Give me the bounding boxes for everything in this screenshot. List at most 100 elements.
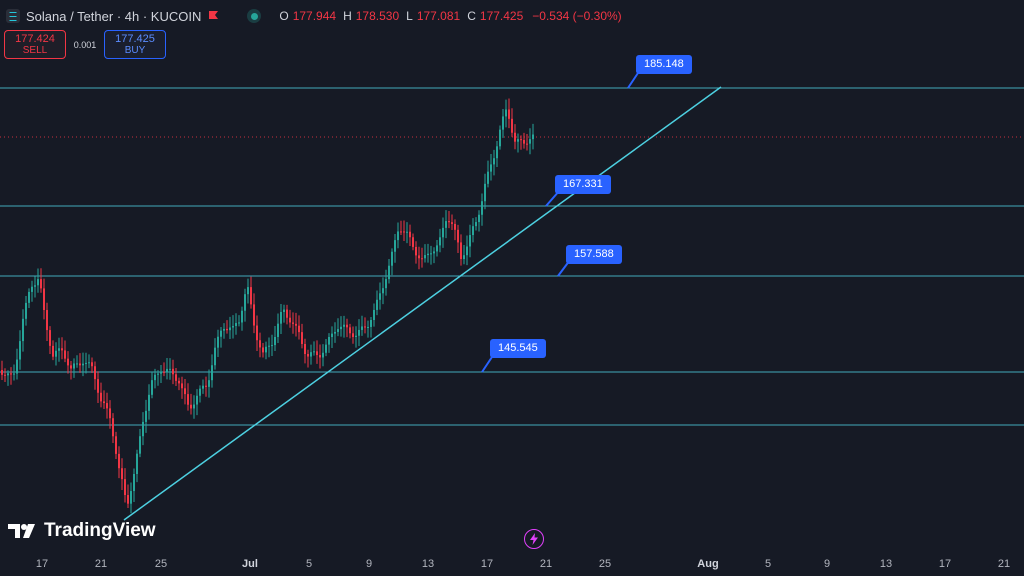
candle-body [523, 140, 525, 144]
candle-body [289, 317, 291, 323]
candle-body [385, 279, 387, 289]
candle-body [73, 363, 75, 369]
candle-body [232, 326, 234, 328]
candle-body [262, 347, 264, 353]
price-label-145[interactable]: 145.545 [490, 339, 546, 358]
candle-body [400, 231, 402, 233]
x-axis-label: 13 [421, 558, 435, 570]
candle-body [421, 258, 423, 260]
candle-body [244, 294, 246, 311]
candle-body [454, 223, 456, 230]
candle-body [286, 309, 288, 318]
sell-button[interactable]: 177.424 SELL [4, 30, 66, 59]
candle-body [112, 418, 114, 437]
candle-body [328, 337, 330, 345]
candle-body [304, 343, 306, 354]
trend-line [123, 86, 722, 521]
candle-body [406, 231, 408, 233]
candle-body [493, 158, 495, 165]
candle-body [436, 245, 438, 252]
candle-body [52, 345, 54, 357]
ohlc-readout: O 177.944 H 178.530 L 177.081 C 177.425 [279, 9, 524, 23]
candle-body [361, 326, 363, 330]
candle-body [160, 371, 162, 374]
candle-body [292, 322, 294, 324]
candle-body [16, 359, 18, 374]
high-value: 178.530 [355, 9, 400, 23]
candle-body [4, 374, 6, 376]
candle-body [28, 291, 30, 303]
candle-body [442, 227, 444, 238]
candle-body [13, 373, 15, 375]
candle-body [226, 328, 228, 331]
candle-body [283, 309, 285, 313]
x-axis-label: 9 [365, 558, 373, 570]
candle-body [97, 379, 99, 393]
candle-body [220, 330, 222, 337]
candle-body [271, 345, 273, 347]
candle-body [193, 404, 195, 409]
candle-body [139, 436, 141, 454]
candle-body [439, 237, 441, 246]
x-axis-label: 21 [94, 558, 108, 570]
candle-body [382, 288, 384, 294]
open-value: 177.944 [292, 9, 337, 23]
candle-body [430, 253, 432, 255]
symbol-title[interactable]: Solana / Tether · 4h · KUCOIN [26, 8, 202, 24]
candle-body [94, 366, 96, 380]
candle-body [7, 373, 9, 376]
tradingview-logo[interactable]: TradingView [8, 520, 156, 542]
candle-body [79, 363, 81, 366]
candle-body [100, 392, 102, 402]
price-label-185[interactable]: 185.148 [636, 55, 692, 74]
candle-body [25, 302, 27, 319]
candle-body [103, 401, 105, 404]
price-label-167[interactable]: 167.331 [555, 175, 611, 194]
candle-body [61, 348, 63, 351]
trade-panel: 177.424 SELL 0.001 177.425 BUY [4, 30, 166, 59]
candle-body [256, 325, 258, 341]
candle-body [187, 394, 189, 405]
solana-icon [6, 9, 20, 23]
candle-body [460, 242, 462, 260]
candle-body [133, 473, 135, 492]
x-axis-label: 17 [480, 558, 494, 570]
candle-body [301, 332, 303, 344]
candle-body [49, 330, 51, 346]
candle-body [205, 385, 207, 387]
candle-body [367, 326, 369, 328]
buy-button[interactable]: 177.425 BUY [104, 30, 166, 59]
candle-body [148, 394, 150, 411]
candle-body [343, 324, 345, 327]
candle-body [352, 333, 354, 337]
close-value: 177.425 [479, 9, 524, 23]
candle-body [217, 336, 219, 348]
candle-body [502, 116, 504, 130]
candle-body [19, 341, 21, 360]
candle-body [427, 253, 429, 256]
candle-body [34, 285, 36, 287]
candle-body [322, 352, 324, 358]
candle-body [208, 380, 210, 387]
candle-body [325, 344, 327, 353]
x-axis-label: 13 [879, 558, 893, 570]
flag-icon[interactable] [207, 10, 219, 22]
candle-body [151, 380, 153, 395]
lightning-icon[interactable] [524, 529, 544, 549]
candle-body [316, 351, 318, 356]
candle-body [517, 139, 519, 142]
candle-body [259, 340, 261, 348]
price-label-157[interactable]: 157.588 [566, 245, 622, 264]
candle-body [520, 139, 522, 141]
candle-body [514, 132, 516, 142]
candle-body [145, 410, 147, 422]
candle-body [253, 304, 255, 326]
candle-body [268, 345, 270, 347]
candle-body [70, 365, 72, 369]
candle-body [487, 171, 489, 184]
candle-body [91, 362, 93, 367]
candle-body [238, 322, 240, 324]
candle-body [319, 355, 321, 358]
candle-body [340, 326, 342, 330]
